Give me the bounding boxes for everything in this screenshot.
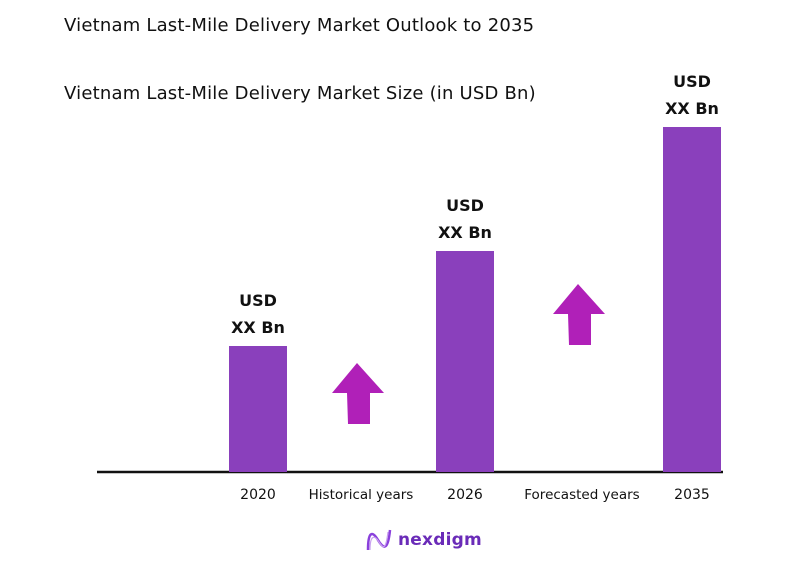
up-arrow-icon-1 [332, 363, 384, 424]
chart-title: Vietnam Last-Mile Delivery Market Outloo… [64, 15, 535, 36]
x-tick-label-2020: 2020 [240, 487, 276, 503]
nexdigm-logo-icon [366, 529, 392, 551]
data-label-2035-line1: USD [673, 72, 711, 91]
data-label-2026-line2: XX Bn [438, 223, 492, 242]
chart-subtitle: Vietnam Last-Mile Delivery Market Size (… [64, 83, 536, 104]
x-tick-label-2026: 2026 [447, 487, 483, 503]
data-label-2020-line2: XX Bn [231, 318, 285, 337]
x-tick-label-2035: 2035 [674, 487, 710, 503]
period-label-0: Historical years [309, 487, 414, 503]
up-arrow-icon-2 [553, 284, 605, 345]
data-label-2035-line2: XX Bn [665, 99, 719, 118]
brand-logo: nexdigm [366, 528, 482, 552]
data-label-2020-line1: USD [239, 291, 277, 310]
brand-name: nexdigm [398, 530, 482, 550]
period-label-1: Forecasted years [524, 487, 639, 503]
data-label-2026-line1: USD [446, 196, 484, 215]
bar-2035 [663, 127, 721, 472]
bar-2026 [436, 251, 494, 472]
bar-2020 [229, 346, 287, 472]
